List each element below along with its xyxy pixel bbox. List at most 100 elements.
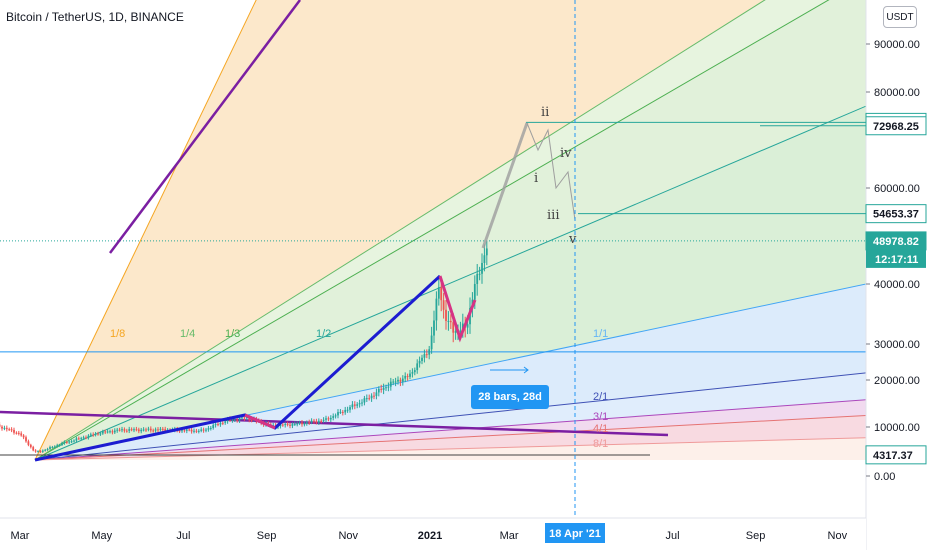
candle-body xyxy=(46,448,49,450)
candle-body xyxy=(301,422,303,425)
price-tick-label: 30000.00 xyxy=(874,339,920,351)
candle-body xyxy=(303,423,306,425)
candle-body xyxy=(291,423,294,426)
candle-body xyxy=(101,431,104,434)
candle-body xyxy=(449,320,452,323)
price-axis-bg xyxy=(866,0,932,550)
candle-body xyxy=(140,429,143,432)
time-axis-bg xyxy=(0,518,866,550)
candle-body xyxy=(56,445,59,447)
plot-area xyxy=(0,0,866,518)
candle-body xyxy=(190,429,193,432)
candle-body xyxy=(178,430,181,432)
candle-body xyxy=(106,431,109,433)
candle-body xyxy=(109,431,111,433)
candle-body xyxy=(58,444,61,446)
candle-body xyxy=(121,429,123,431)
time-tick-label: Mar xyxy=(500,530,519,542)
candle-body xyxy=(125,430,128,432)
candle-body xyxy=(437,287,440,299)
candle-body xyxy=(17,432,20,434)
candle-body xyxy=(425,354,428,356)
candle-body xyxy=(356,404,359,406)
candle-body xyxy=(3,427,6,429)
candle-body xyxy=(363,398,366,403)
candle-body xyxy=(416,363,419,371)
candle-body xyxy=(5,427,8,430)
candle-body xyxy=(49,447,51,449)
time-tick-label: Mar xyxy=(11,530,30,542)
fan-ratio-label: 8/1 xyxy=(593,438,608,450)
candle-body xyxy=(116,429,119,431)
candle-body xyxy=(243,417,246,419)
trend-line xyxy=(109,0,301,254)
candle-body xyxy=(440,287,443,301)
candle-body xyxy=(159,428,162,430)
candle-body xyxy=(339,411,342,413)
candle-body xyxy=(481,262,483,274)
candle-body xyxy=(8,429,11,431)
candle-body xyxy=(94,433,97,435)
candle-body xyxy=(421,357,423,361)
candle-body xyxy=(142,429,145,431)
candle-body xyxy=(92,434,95,436)
candle-body xyxy=(85,437,87,439)
measure-label: 28 bars, 28d xyxy=(471,385,549,409)
candle-body xyxy=(10,429,13,431)
candle-body xyxy=(423,354,426,358)
candle-body xyxy=(104,431,107,433)
candle-body xyxy=(133,429,135,431)
crosshair-date-box xyxy=(545,523,605,543)
price-label-box xyxy=(865,445,927,465)
candle-body xyxy=(332,416,335,418)
correction-path xyxy=(244,413,276,430)
candle-body xyxy=(145,429,147,431)
candle-body xyxy=(293,423,296,425)
price-tick-label: 80000.00 xyxy=(874,87,920,99)
candle-body xyxy=(337,412,339,416)
candle-body xyxy=(188,429,191,431)
candle-body xyxy=(231,419,234,421)
candle-body xyxy=(361,402,363,404)
candle-body xyxy=(236,419,239,421)
candle-body xyxy=(51,446,54,448)
trend-line xyxy=(0,410,669,437)
currency-button[interactable]: USDT xyxy=(883,6,917,28)
fan-line xyxy=(34,105,866,461)
candle-body xyxy=(217,424,219,426)
candle-body xyxy=(346,409,349,411)
candle-body xyxy=(80,438,83,440)
projection-path xyxy=(526,122,576,221)
fan-ratio-label: 1/2 xyxy=(316,328,331,340)
candle-body xyxy=(135,429,138,431)
candle-body xyxy=(433,320,435,336)
candle-body xyxy=(473,283,476,300)
time-tick-label: Nov xyxy=(828,530,848,542)
price-tick-label: 40000.00 xyxy=(874,279,920,291)
candle-body xyxy=(89,434,92,436)
candle-body xyxy=(341,411,344,413)
fan-line xyxy=(34,0,830,461)
candle-body xyxy=(325,418,327,420)
candle-body xyxy=(401,378,404,382)
candle-body xyxy=(404,375,407,379)
candle-body xyxy=(320,420,323,422)
candle-body xyxy=(29,444,32,448)
candle-body xyxy=(397,379,399,382)
candle-body xyxy=(483,255,486,263)
candle-body xyxy=(373,395,375,397)
candle-body xyxy=(296,423,299,425)
candle-body xyxy=(130,429,133,431)
fan-line xyxy=(34,415,866,461)
candle-body xyxy=(149,428,152,431)
candle-body xyxy=(200,429,203,431)
projection-path xyxy=(481,122,529,249)
candle-body xyxy=(385,387,387,389)
candle-body xyxy=(289,424,291,426)
fan-ratio-label: 1/8 xyxy=(110,328,125,340)
candle-body xyxy=(392,381,395,383)
candle-body xyxy=(358,403,361,405)
candle-body xyxy=(382,387,385,390)
